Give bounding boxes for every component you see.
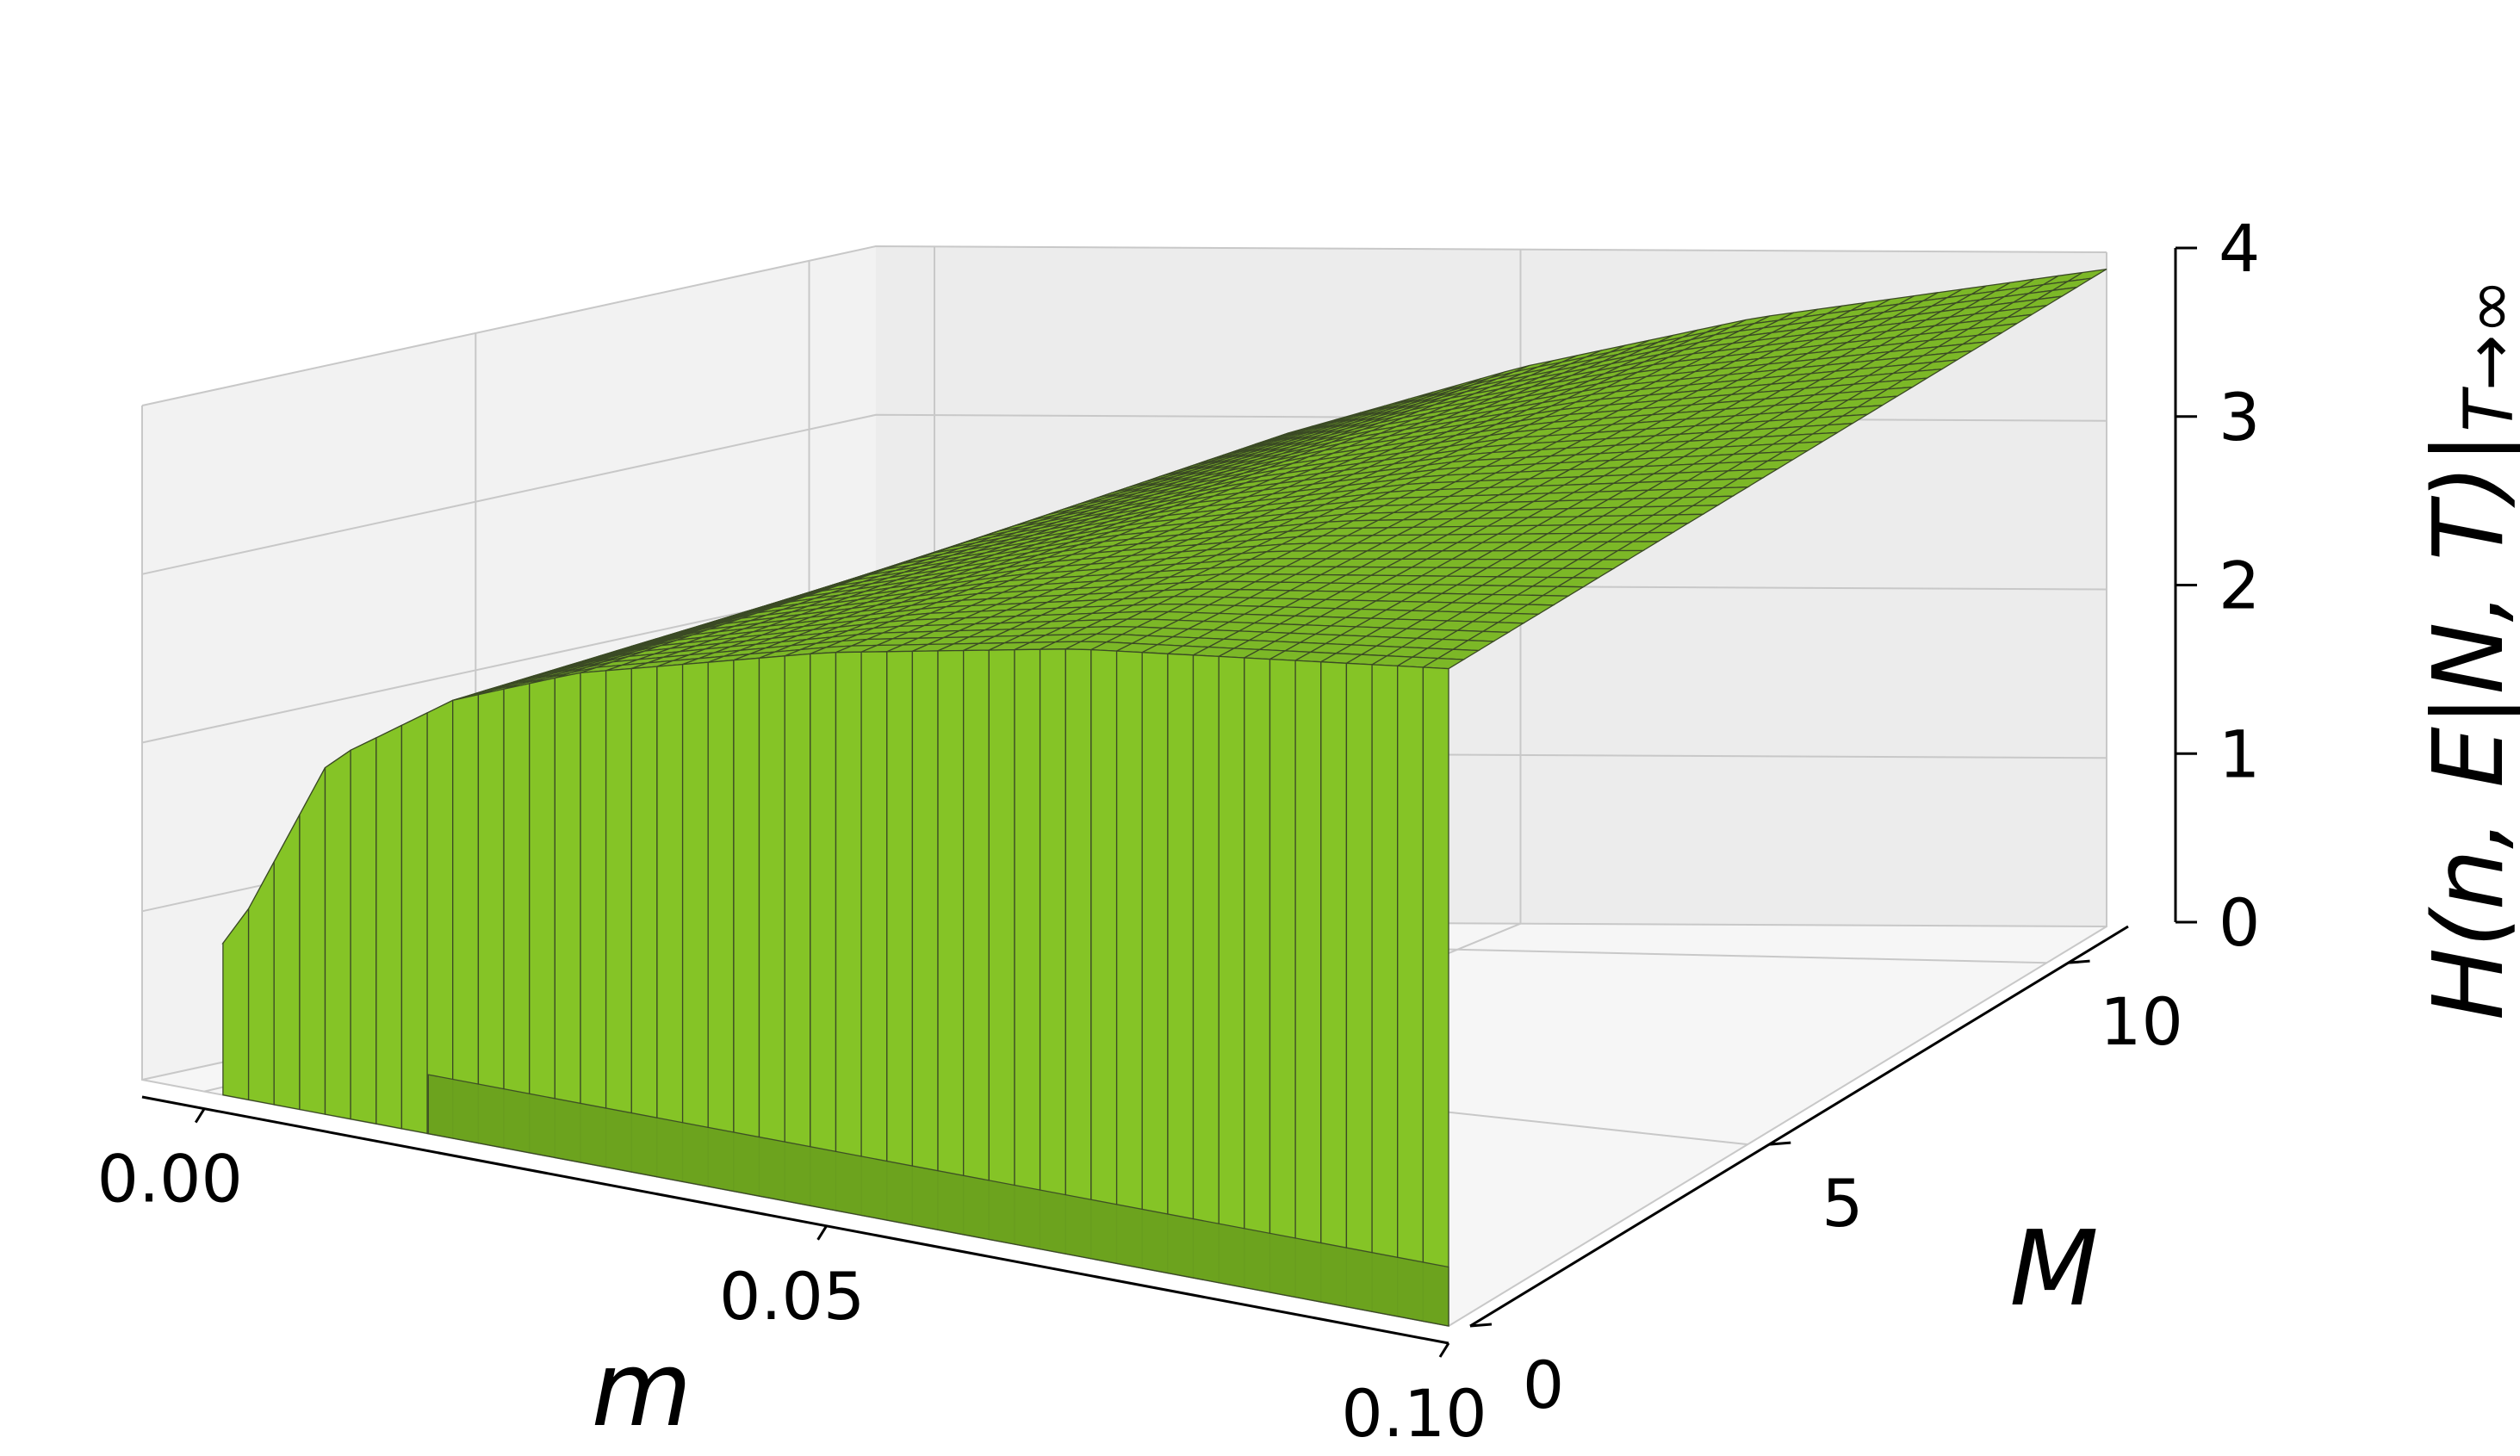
surface-front-cell <box>886 650 914 1226</box>
z-tick-label-4: 4 <box>2219 210 2260 287</box>
z-tick-label-0: 0 <box>2219 884 2260 961</box>
surface-front-cell <box>426 699 454 1139</box>
tick-labels: 0.00 0.05 0.10 0 5 10 0 1 2 3 4 <box>97 210 2261 1452</box>
y-tick-mark-1 <box>1769 1141 1791 1146</box>
z-tick-label-1: 1 <box>2219 716 2260 792</box>
surface-front-cell <box>1039 648 1066 1255</box>
y-axis-line <box>1469 925 2129 1328</box>
x-tick-mark-0 <box>194 1107 206 1124</box>
surface-front-cell <box>299 767 326 1115</box>
surface-front-cell <box>376 724 403 1130</box>
z-axis-label-subscript: T→∞ <box>2451 279 2520 432</box>
surface-front-cell <box>1192 654 1220 1284</box>
x-tick-mark-1 <box>816 1225 828 1241</box>
x-axis-label: m <box>592 1330 692 1450</box>
surface-front-cell <box>1269 658 1296 1298</box>
surface-front-cell <box>733 657 760 1197</box>
surface-front-cell <box>630 666 658 1178</box>
surface-front-cell <box>911 650 939 1230</box>
surface-front-cell <box>605 667 632 1173</box>
surface-front-cell <box>1014 648 1041 1250</box>
surface-front-cell <box>452 693 480 1144</box>
surface-front-cell <box>1294 660 1322 1303</box>
surface-front-cell <box>350 736 377 1125</box>
surface-front-cell <box>400 711 428 1135</box>
x-tick-label-0: 0.00 <box>97 1141 243 1217</box>
surface-front-cell <box>784 653 811 1207</box>
x-axis-line <box>141 1095 1449 1345</box>
y-tick-mark-2 <box>2068 959 2090 964</box>
surface-front-cell <box>1141 652 1169 1274</box>
surface-front-cell <box>1218 655 1245 1289</box>
z-tick-label-3: 3 <box>2219 379 2260 455</box>
surface-front-cell <box>758 655 785 1202</box>
surface-front-cell <box>1320 661 1348 1308</box>
surface-front-cell <box>554 672 581 1163</box>
y-tick-mark-0 <box>1469 1323 1493 1328</box>
surface-front-cell <box>503 683 531 1154</box>
surface-front-cell <box>656 663 684 1183</box>
x-tick-label-1: 0.05 <box>719 1258 865 1335</box>
z-axis-label-main: H(n, E|N, T)| <box>2413 432 2520 1020</box>
surface-front-cell <box>937 649 965 1236</box>
surface-front-cell <box>860 651 888 1221</box>
svg-text:H(n, E|N, T)|T→∞: H(n, E|N, T)|T→∞ <box>2413 279 2520 1020</box>
surface-front-cell <box>324 749 351 1120</box>
surface-front-cell <box>477 688 505 1149</box>
y-tick-label-0: 0 <box>1523 1347 1564 1423</box>
surface-front-cell <box>681 661 709 1187</box>
surface-front-cell <box>810 652 837 1211</box>
surface-front-cell <box>222 907 250 1101</box>
surface-front-band <box>427 1074 1449 1327</box>
surface-front-cell <box>1115 650 1143 1269</box>
x-tick-label-2: 0.10 <box>1341 1375 1487 1452</box>
surface-front-cell <box>1397 665 1424 1323</box>
surface-mesh <box>221 268 2107 1327</box>
y-axis-label: M <box>2009 1210 2099 1329</box>
surface-front-cell <box>273 814 301 1111</box>
surface-front-cell <box>1167 653 1195 1279</box>
surface-front-cell <box>1090 648 1118 1265</box>
y-tick-label-2: 10 <box>2100 983 2183 1060</box>
surface-front-cell <box>1345 662 1373 1312</box>
surface-front-cell <box>1244 657 1271 1293</box>
y-tick-label-1: 5 <box>1822 1165 1863 1242</box>
surface-front-cell <box>988 648 1015 1245</box>
x-tick-mark-2 <box>1438 1342 1450 1358</box>
z-grid-line-4 <box>141 245 2107 406</box>
surface-front-cell <box>1422 666 1449 1327</box>
surface-front-cell <box>580 670 607 1168</box>
surface-front-cell <box>529 677 556 1159</box>
surface-front-cell <box>835 651 862 1217</box>
z-axis-label: H(n, E|N, T)|T→∞ <box>2413 279 2520 1020</box>
surface-front-cell <box>707 659 735 1193</box>
surface-front-cell <box>963 649 990 1241</box>
surface-front-cell <box>1371 664 1399 1317</box>
x-grid-line-2 <box>1448 252 2107 1327</box>
surface-front-cell <box>1064 648 1092 1260</box>
z-tick-label-2: 2 <box>2219 548 2260 624</box>
